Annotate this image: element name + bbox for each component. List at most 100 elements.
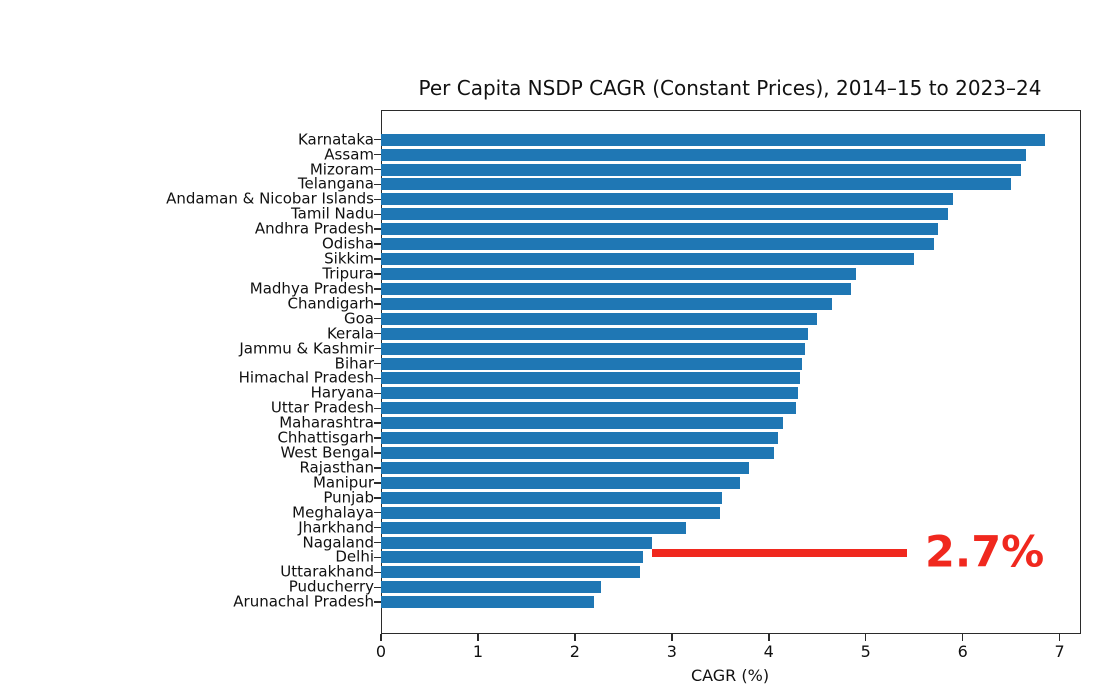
y-tick-label: Telangana	[297, 174, 374, 193]
x-tick	[1058, 633, 1061, 641]
y-tick	[374, 586, 381, 589]
y-tick	[374, 168, 381, 171]
y-tick-label: Manipur	[312, 473, 374, 492]
y-tick-label: Uttarakhand	[280, 562, 374, 581]
bar	[381, 238, 934, 251]
y-tick-label: Chandigarh	[287, 294, 375, 313]
bar	[381, 327, 808, 340]
y-tick-label: Goa	[344, 309, 374, 328]
bar	[381, 282, 852, 295]
y-tick-label: Rajasthan	[299, 458, 374, 477]
y-tick-label: Delhi	[335, 547, 374, 566]
y-tick	[374, 153, 381, 156]
x-tick-label: 2	[569, 642, 580, 661]
y-tick	[374, 437, 381, 439]
y-tick-label: Assam	[324, 145, 374, 164]
y-tick	[374, 482, 381, 484]
bar	[381, 208, 949, 221]
y-tick-label: Haryana	[310, 383, 374, 402]
bar	[381, 372, 800, 385]
bar	[381, 476, 740, 489]
y-tick-label: Sikkim	[324, 249, 374, 268]
y-tick-label: Bihar	[334, 354, 374, 372]
x-tick-label: 3	[666, 642, 677, 661]
bar	[381, 551, 643, 564]
y-tick-label: Puducherry	[288, 577, 374, 596]
y-tick	[374, 138, 381, 141]
y-tick-label: Chhattisgarh	[277, 428, 374, 447]
bar	[381, 581, 602, 594]
bar	[381, 223, 939, 236]
chart-title: Per Capita NSDP CAGR (Constant Prices), …	[418, 76, 1042, 100]
bar	[381, 566, 640, 579]
y-tick-label: Andaman & Nicobar Islands	[166, 189, 374, 208]
x-tick-label: 4	[763, 642, 774, 661]
bar	[381, 461, 750, 474]
bar	[381, 267, 857, 280]
y-tick	[374, 332, 381, 335]
y-tick-label: Karnataka	[297, 130, 374, 149]
bar	[381, 491, 723, 504]
bar	[381, 387, 798, 400]
bar	[381, 506, 721, 519]
x-tick	[477, 633, 479, 641]
y-tick-label: Nagaland	[302, 533, 374, 552]
bar	[381, 402, 796, 415]
y-tick-label: Uttar Pradesh	[270, 398, 374, 417]
y-tick	[374, 467, 381, 469]
bar	[381, 417, 784, 430]
y-tick	[374, 273, 381, 275]
y-tick	[374, 497, 381, 499]
y-tick	[374, 571, 381, 574]
y-tick-label: Maharashtra	[279, 413, 374, 432]
x-tick-label: 7	[1054, 642, 1065, 661]
bar	[381, 342, 805, 355]
x-tick-label: 5	[860, 642, 871, 661]
bar	[381, 521, 687, 534]
y-tick	[374, 377, 381, 380]
y-tick	[374, 347, 381, 350]
x-tick	[671, 633, 673, 641]
y-tick-label: Mizoram	[309, 160, 374, 179]
x-tick	[380, 633, 382, 641]
y-tick	[374, 407, 381, 409]
bar	[381, 133, 1046, 146]
bar	[381, 596, 595, 609]
bar	[381, 447, 774, 460]
bar	[381, 253, 915, 266]
x-tick-label: 6	[957, 642, 968, 661]
bar	[381, 536, 653, 549]
bar	[381, 178, 1012, 191]
x-tick-label: 1	[472, 642, 484, 661]
y-tick	[374, 526, 381, 529]
y-tick	[374, 183, 381, 186]
x-tick-label: 0	[375, 642, 387, 661]
y-tick	[374, 362, 381, 365]
bar	[381, 297, 832, 310]
x-tick	[961, 633, 964, 641]
x-axis-label: CAGR (%)	[690, 666, 770, 685]
y-tick	[374, 213, 381, 216]
y-tick-label: Jammu & Kashmir	[239, 339, 374, 358]
y-tick-label: Tripura	[322, 264, 374, 283]
y-tick-label: Himachal Pradesh	[238, 368, 374, 387]
y-tick	[374, 228, 381, 230]
y-tick-label: Kerala	[326, 324, 374, 343]
y-tick	[374, 198, 381, 201]
y-tick-label: Tamil Nadu	[290, 204, 374, 223]
bar	[381, 148, 1026, 161]
x-tick	[864, 633, 867, 641]
y-tick-label: Arunachal Pradesh	[233, 592, 374, 611]
y-tick	[374, 601, 381, 603]
y-tick	[374, 511, 381, 514]
y-tick-label: Odisha	[321, 234, 374, 253]
y-tick-label: Punjab	[323, 488, 374, 507]
y-tick-label: Andhra Pradesh	[254, 219, 374, 238]
y-tick-label: Meghalaya	[292, 503, 374, 522]
y-tick-label: Madhya Pradesh	[249, 279, 374, 298]
x-tick	[574, 633, 576, 641]
y-tick	[374, 288, 381, 290]
y-tick-label: Jharkhand	[298, 518, 374, 537]
bar	[381, 312, 818, 325]
